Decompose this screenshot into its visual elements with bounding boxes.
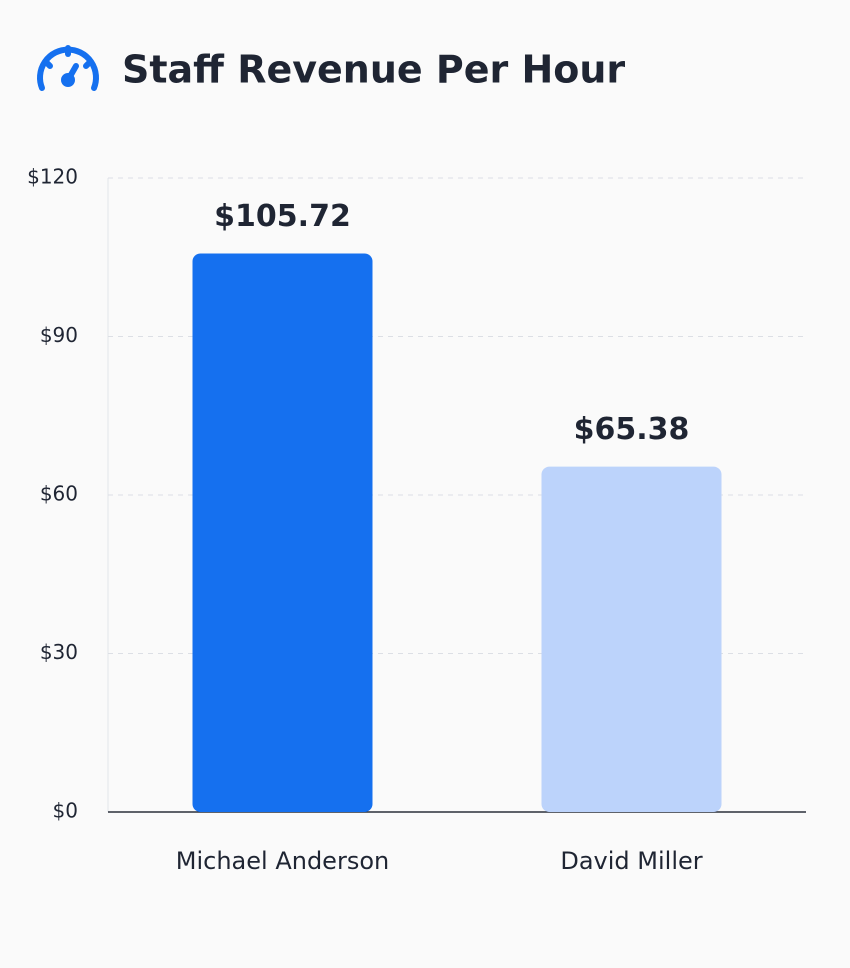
y-tick-label: $120 (27, 165, 78, 189)
x-tick-label: Michael Anderson (176, 847, 389, 875)
y-tick-label: $90 (40, 323, 78, 347)
bar (192, 253, 373, 813)
bar (541, 466, 722, 812)
value-label: $65.38 (574, 412, 690, 447)
y-tick-label: $60 (40, 482, 78, 506)
y-tick-label: $0 (53, 799, 78, 823)
chart-title: Staff Revenue Per Hour (122, 48, 625, 92)
y-tick-label: $30 (40, 640, 78, 664)
x-tick-label: David Miller (560, 847, 702, 875)
title-icon (37, 45, 99, 91)
value-label: $105.72 (214, 199, 351, 234)
